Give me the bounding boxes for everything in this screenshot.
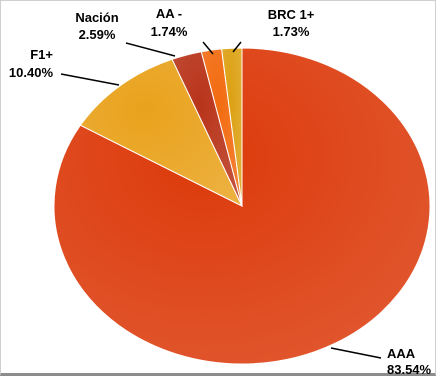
leader-line [60, 73, 120, 86]
slice-label: BRC 1+ [268, 7, 315, 22]
slice-value-label: 10.40% [9, 65, 54, 80]
leader-line [232, 41, 242, 53]
pie-slice-brc-1 [221, 47, 243, 207]
slice-label: AA - [156, 6, 182, 21]
slice-value-label: 1.74% [151, 24, 188, 39]
pie-slice-f1 [79, 58, 244, 208]
slice-label: AAA [387, 346, 416, 361]
leader-line [202, 41, 214, 55]
leader-line [330, 347, 382, 359]
slice-value-label: 83.54% [387, 362, 432, 377]
slice-value-label: 1.73% [273, 24, 310, 39]
slice-label: Nación [75, 10, 118, 25]
slice-value-label: 2.59% [79, 27, 116, 42]
leader-line [125, 42, 176, 57]
slice-label: F1+ [30, 47, 53, 62]
